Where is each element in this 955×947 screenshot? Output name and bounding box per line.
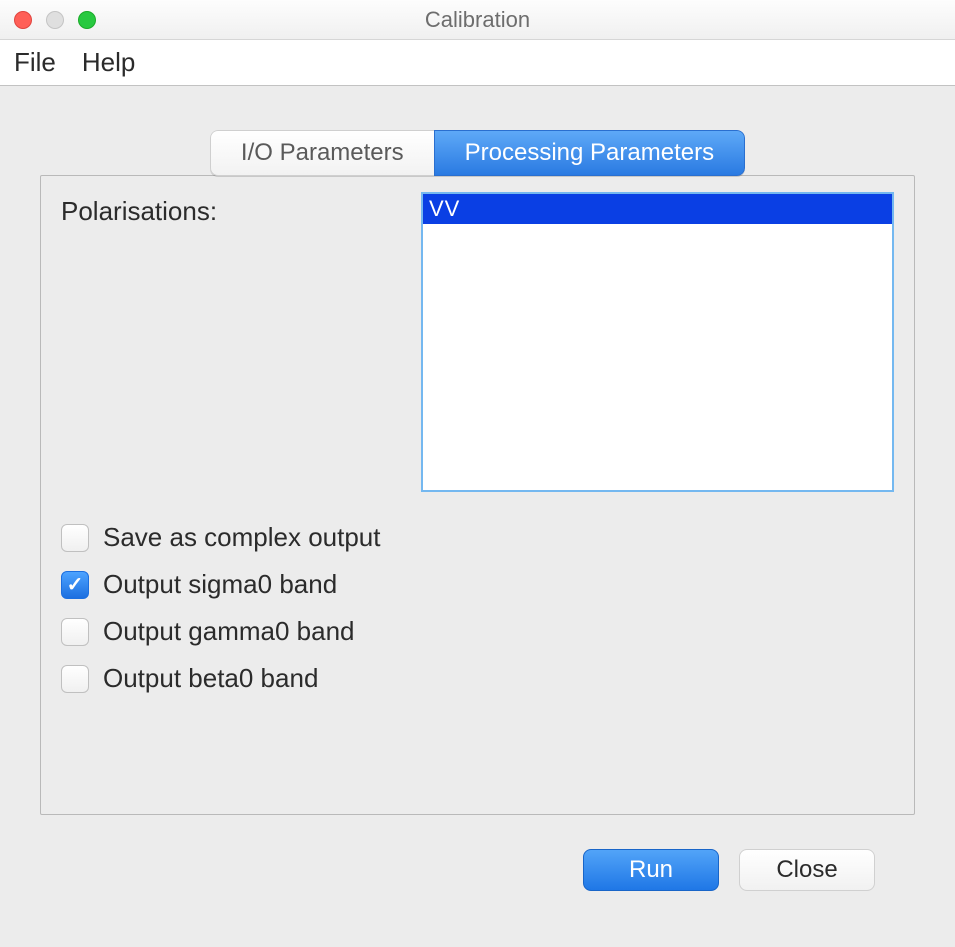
run-button[interactable]: Run xyxy=(583,849,719,891)
checkbox-output-beta0[interactable]: Output beta0 band xyxy=(61,663,894,694)
checkbox-icon xyxy=(61,665,89,693)
tab-processing-parameters[interactable]: Processing Parameters xyxy=(434,130,745,176)
close-button[interactable]: Close xyxy=(739,849,875,891)
checkbox-icon xyxy=(61,618,89,646)
checkbox-group: Save as complex output ✓ Output sigma0 b… xyxy=(61,522,894,694)
titlebar: Calibration xyxy=(0,0,955,40)
checkbox-output-gamma0[interactable]: Output gamma0 band xyxy=(61,616,894,647)
checkbox-label: Output gamma0 band xyxy=(103,616,355,647)
menu-file[interactable]: File xyxy=(14,47,56,78)
checkmark-icon: ✓ xyxy=(67,575,84,595)
content-area: I/O Parameters Processing Parameters Pol… xyxy=(0,86,955,891)
tab-bar: I/O Parameters Processing Parameters xyxy=(40,130,915,176)
checkbox-label: Save as complex output xyxy=(103,522,381,553)
checkbox-icon xyxy=(61,524,89,552)
checkbox-label: Output beta0 band xyxy=(103,663,318,694)
processing-panel: Polarisations: VV Save as complex output… xyxy=(40,175,915,815)
tab-io-parameters[interactable]: I/O Parameters xyxy=(210,130,434,176)
checkbox-label: Output sigma0 band xyxy=(103,569,337,600)
checkbox-save-complex[interactable]: Save as complex output xyxy=(61,522,894,553)
menu-help[interactable]: Help xyxy=(82,47,135,78)
polarisations-label: Polarisations: xyxy=(61,192,391,492)
menubar: File Help xyxy=(0,40,955,86)
window-title: Calibration xyxy=(0,7,955,33)
polarisations-listbox[interactable]: VV xyxy=(421,192,894,492)
button-row: Run Close xyxy=(40,815,915,891)
checkbox-output-sigma0[interactable]: ✓ Output sigma0 band xyxy=(61,569,894,600)
list-item[interactable]: VV xyxy=(423,194,892,224)
checkbox-icon: ✓ xyxy=(61,571,89,599)
